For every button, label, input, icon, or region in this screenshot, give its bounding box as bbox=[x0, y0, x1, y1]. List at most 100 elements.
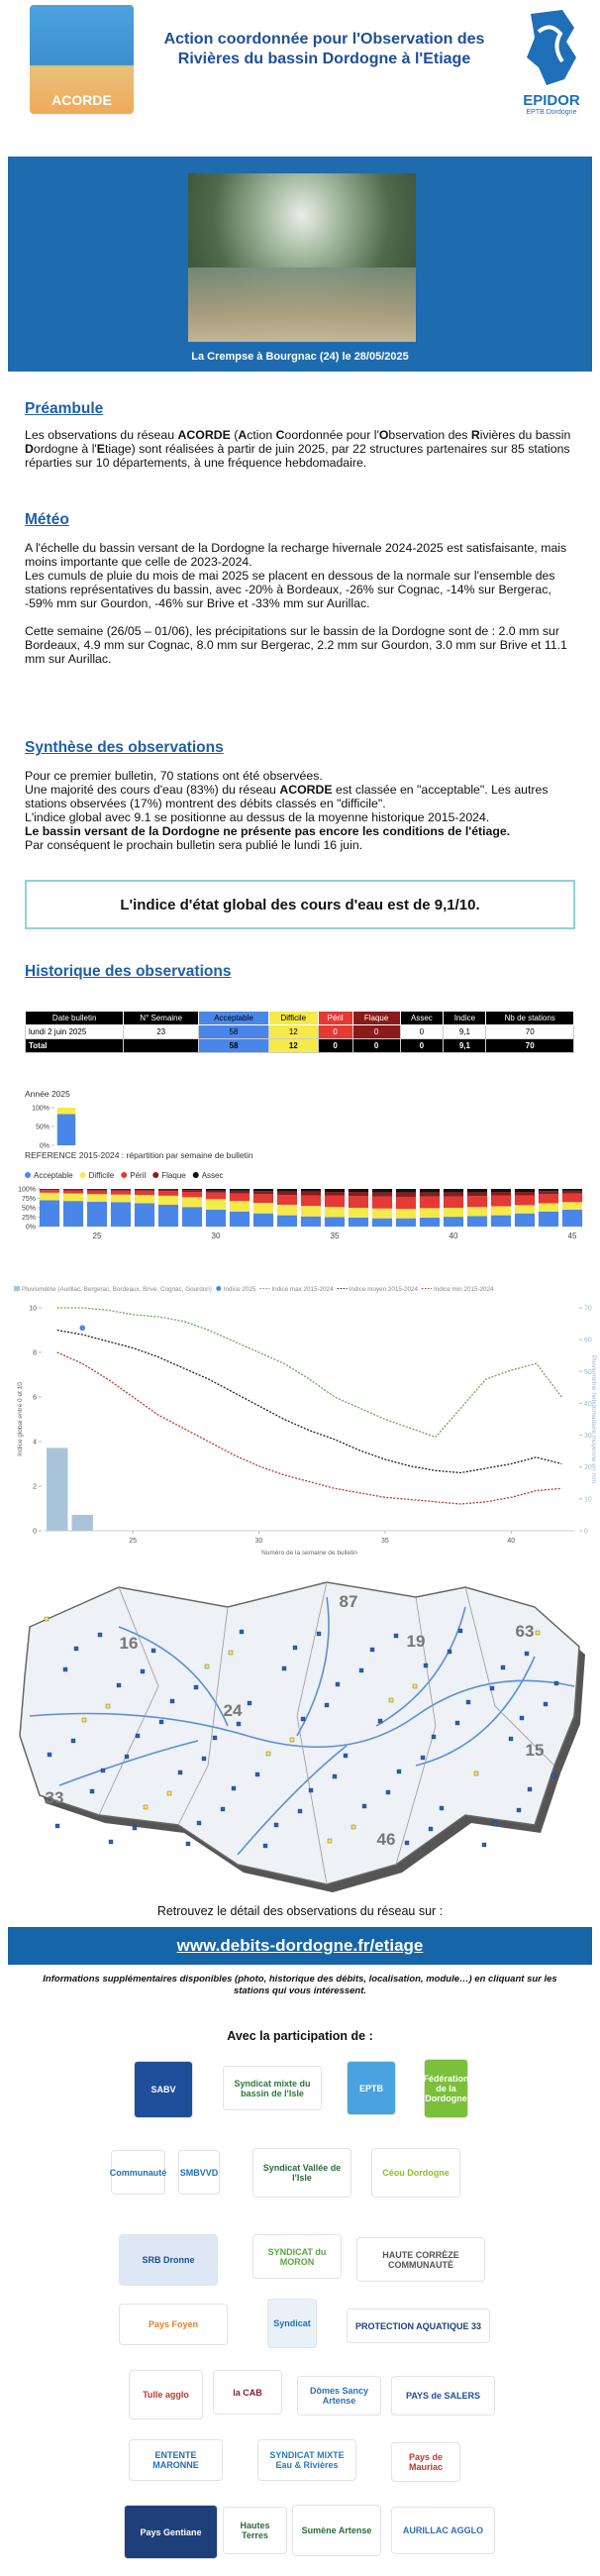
bar-segment bbox=[110, 1189, 132, 1190]
epidor-logo: EPIDOR EPTB Dordogne bbox=[517, 8, 586, 119]
bar-segment bbox=[348, 1192, 369, 1197]
legend-label: Flaque bbox=[161, 1171, 186, 1180]
y-tick-label: 50 bbox=[584, 1369, 592, 1376]
station bbox=[212, 1735, 218, 1741]
bar-segment bbox=[561, 1193, 583, 1203]
bar-segment bbox=[324, 1192, 346, 1196]
partner-logo: PAYS de SALERS bbox=[391, 2376, 495, 2415]
photo-band: La Crempse à Bourgnac (24) le 28/05/2025 bbox=[8, 157, 592, 372]
bar-segment bbox=[157, 1191, 179, 1196]
table-row: Total 58 12 0 0 0 9,1 70 bbox=[24, 1038, 574, 1053]
station bbox=[431, 1734, 437, 1740]
bar-segment bbox=[395, 1218, 417, 1227]
y-tick-label: 100% bbox=[32, 1106, 50, 1113]
bar-segment bbox=[514, 1213, 536, 1227]
department-label: 33 bbox=[46, 1788, 64, 1807]
legend-dot bbox=[152, 1172, 159, 1178]
bar-segment bbox=[205, 1199, 227, 1210]
bold-run: E bbox=[96, 442, 105, 456]
station bbox=[140, 1668, 146, 1674]
text-run: L'indice global avec 9.1 se positionne a… bbox=[25, 810, 490, 824]
bar-segment bbox=[395, 1209, 417, 1219]
bar-segment bbox=[134, 1203, 155, 1227]
bar-segment bbox=[229, 1201, 250, 1212]
station bbox=[423, 1663, 429, 1668]
y-tick-label: 0 bbox=[33, 1529, 37, 1536]
station bbox=[358, 1667, 364, 1673]
station bbox=[428, 1826, 434, 1832]
station bbox=[273, 1822, 279, 1828]
bar-segment bbox=[514, 1189, 536, 1193]
station bbox=[100, 1768, 106, 1773]
site-link[interactable]: www.debits-dordogne.fr/etiage bbox=[176, 1936, 424, 1955]
partner-logo: ENTENTE MARONNE bbox=[129, 2439, 223, 2481]
basin bbox=[19, 1581, 580, 1885]
bar-segment bbox=[86, 1189, 108, 1190]
bar-segment bbox=[348, 1189, 369, 1193]
highlight-box: L'indice d'état global des cours d'eau e… bbox=[25, 880, 575, 929]
bar-segment bbox=[276, 1189, 298, 1192]
station bbox=[396, 1769, 402, 1774]
bar-segment bbox=[181, 1192, 203, 1198]
station bbox=[105, 1703, 111, 1709]
station bbox=[516, 1807, 522, 1813]
station bbox=[185, 1841, 191, 1847]
station bbox=[327, 1838, 333, 1844]
text-run: Les cumuls de pluie du mois de mai 2025 … bbox=[25, 569, 555, 610]
bar-segment bbox=[395, 1196, 417, 1210]
station bbox=[550, 1772, 556, 1778]
partner-logo: la CAB bbox=[213, 2370, 282, 2415]
river bbox=[375, 1606, 466, 1727]
station bbox=[385, 1789, 391, 1795]
bold-run: A bbox=[238, 428, 248, 442]
station bbox=[332, 1773, 338, 1779]
header-cell: Date bulletin bbox=[24, 1011, 125, 1025]
bar-segment bbox=[466, 1189, 488, 1193]
river bbox=[415, 1656, 536, 1767]
department-label: 46 bbox=[377, 1830, 396, 1849]
station bbox=[254, 1771, 260, 1777]
bar-segment bbox=[348, 1217, 369, 1227]
bar-segment bbox=[110, 1194, 132, 1203]
paragraph: Les observations du réseau ACORDE (Actio… bbox=[25, 428, 579, 470]
table-cell: 70 bbox=[485, 1024, 574, 1039]
legend-dot bbox=[79, 1172, 86, 1178]
legend-label: Indice 2025 bbox=[224, 1286, 256, 1293]
station bbox=[169, 1698, 175, 1704]
station bbox=[300, 1716, 306, 1722]
acorde-logo-text: ACORDE bbox=[51, 92, 112, 108]
chart-2025: Année 2025 0% 50% 100% bbox=[25, 1089, 76, 1149]
bar-segment bbox=[157, 1195, 179, 1205]
table-cell: lundi 2 juin 2025 bbox=[24, 1024, 125, 1039]
y-tick-label: 10 bbox=[29, 1306, 37, 1313]
department-border bbox=[98, 1586, 159, 1816]
section-text: Les observations du réseau ACORDE (Actio… bbox=[25, 428, 579, 470]
legend-label: Assec bbox=[202, 1171, 224, 1180]
bar-segment bbox=[276, 1215, 298, 1227]
river bbox=[296, 1596, 330, 1737]
station bbox=[308, 1787, 314, 1793]
text-run: Pour ce premier bulletin, 70 stations on… bbox=[25, 769, 323, 783]
section-heading: Météo bbox=[25, 511, 69, 528]
title-line: Action coordonnée pour l'Observation des bbox=[163, 31, 485, 48]
station bbox=[47, 1752, 52, 1758]
bar-segment bbox=[157, 1204, 179, 1227]
acorde-logo: ACORDE bbox=[30, 5, 134, 114]
bar-segment bbox=[300, 1189, 322, 1192]
x-tick-label: 40 bbox=[507, 1538, 515, 1545]
partner-logo: Pays de Mauriac bbox=[391, 2442, 460, 2482]
table-cell: 0 bbox=[399, 1038, 445, 1053]
bar-segment bbox=[86, 1190, 108, 1195]
header-cell: Acceptable bbox=[198, 1011, 269, 1025]
department-label: 15 bbox=[526, 1741, 545, 1760]
station bbox=[377, 1718, 383, 1724]
bar-segment bbox=[62, 1193, 84, 1202]
bar-segment bbox=[134, 1189, 155, 1190]
index-point bbox=[79, 1325, 86, 1332]
paragraph: Cette semaine (26/05 – 01/06), les préci… bbox=[25, 624, 579, 666]
partner-logo: Céou Dordogne bbox=[371, 2148, 460, 2198]
station bbox=[281, 1665, 287, 1671]
partner-logo: Pays Foyen bbox=[119, 2304, 228, 2345]
bar-segment bbox=[443, 1189, 464, 1193]
station bbox=[489, 1685, 495, 1691]
